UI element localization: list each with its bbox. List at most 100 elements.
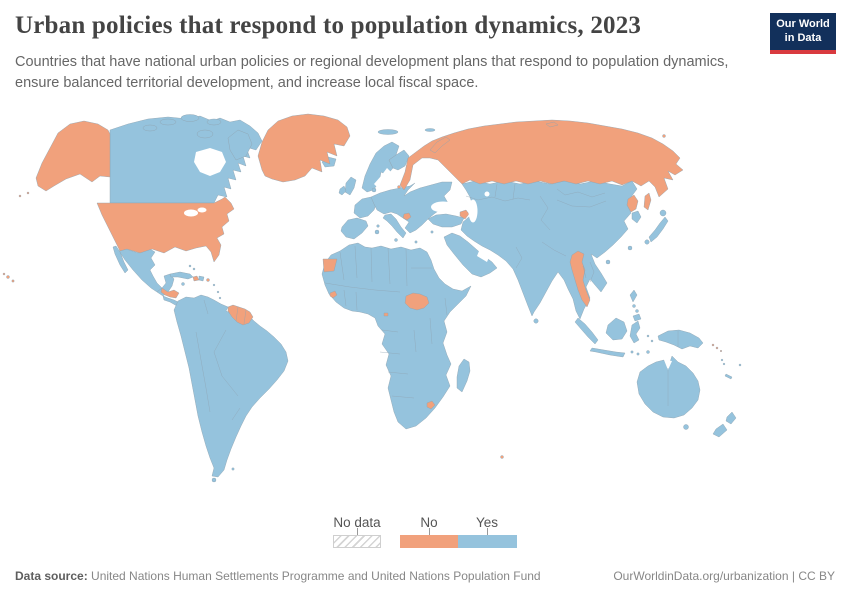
map-country-solomon-islands[interactable] <box>719 349 723 353</box>
map-bahamas[interactable] <box>192 267 196 271</box>
map-country-usa[interactable] <box>96 196 235 263</box>
map-africa[interactable] <box>321 242 472 430</box>
map-country-turkey[interactable] <box>427 213 465 228</box>
map-country-taiwan[interactable] <box>627 245 633 251</box>
map-sulawesi[interactable] <box>629 320 641 344</box>
map-country-honduras[interactable] <box>160 287 180 299</box>
map-country-azerbaijan[interactable] <box>459 209 470 220</box>
map-lesser-antilles[interactable] <box>218 296 222 300</box>
map-country-ireland[interactable] <box>338 185 347 196</box>
map-guianas[interactable] <box>227 304 254 326</box>
map-country-united-kingdom[interactable] <box>344 176 357 196</box>
map-java[interactable] <box>589 347 626 358</box>
map-new-zealand-south[interactable] <box>712 423 728 438</box>
map-country-france[interactable] <box>353 196 378 219</box>
map-russia-novaya-zemlya[interactable] <box>429 136 451 154</box>
map-aleutians[interactable] <box>18 194 22 198</box>
map-falkland-islands[interactable] <box>231 467 235 471</box>
map-lesser-sunda[interactable] <box>636 352 640 356</box>
map-philippines-luzon[interactable] <box>629 289 638 303</box>
map-lesser-sunda[interactable] <box>630 350 634 354</box>
map-lesser-antilles[interactable] <box>212 283 216 287</box>
map-aleutians[interactable] <box>26 191 30 195</box>
map-country-usa-alaska[interactable] <box>35 120 111 192</box>
map-philippines-mindanao[interactable] <box>632 313 642 322</box>
map-corsica[interactable] <box>376 224 380 228</box>
legend-swatch-no-data[interactable] <box>333 535 381 548</box>
map-country-russia[interactable] <box>399 119 684 198</box>
map-canada-arctic-island[interactable] <box>159 118 177 126</box>
legend-swatch-yes[interactable] <box>458 535 517 548</box>
legend-swatch-no[interactable] <box>400 535 458 548</box>
map-new-zealand-north[interactable] <box>725 411 737 425</box>
map-sardinia[interactable] <box>374 229 380 235</box>
map-south-america[interactable] <box>173 294 289 478</box>
map-new-guinea[interactable] <box>657 329 704 350</box>
map-country-greenland[interactable] <box>257 113 351 183</box>
map-moluccas[interactable] <box>650 339 654 343</box>
map-japan-kyushu[interactable] <box>644 239 650 245</box>
map-country-solomon-islands[interactable] <box>715 346 719 350</box>
map-vanuatu[interactable] <box>722 362 726 366</box>
map-country-north-korea[interactable] <box>626 194 639 213</box>
map-country-central-african-republic[interactable] <box>404 292 430 311</box>
map-hawaii[interactable] <box>6 275 10 279</box>
map-moluccas[interactable] <box>646 334 650 338</box>
map-hawaii[interactable] <box>11 279 15 283</box>
map-sumatra[interactable] <box>574 317 599 345</box>
map-bahamas[interactable] <box>188 264 192 268</box>
map-country-haiti[interactable] <box>192 275 200 282</box>
map-country-puerto-rico[interactable] <box>206 278 210 282</box>
map-country-equatorial-guinea[interactable] <box>383 312 389 317</box>
map-japan-honshu[interactable] <box>648 216 669 243</box>
map-canada-baffin-island[interactable] <box>227 129 253 161</box>
map-philippines[interactable] <box>635 309 639 313</box>
map-country-denmark[interactable] <box>371 187 377 193</box>
map-vanuatu[interactable] <box>720 358 724 362</box>
map-japan-hokkaido[interactable] <box>659 209 667 217</box>
map-country-solomon-islands[interactable] <box>711 343 715 347</box>
map-country-jamaica[interactable] <box>181 282 185 286</box>
map-russia-wrangel[interactable] <box>662 134 666 138</box>
map-new-caledonia[interactable] <box>724 373 733 380</box>
map-iberia[interactable] <box>340 217 369 240</box>
map-crete[interactable] <box>414 240 418 244</box>
map-hawaii[interactable] <box>2 272 6 276</box>
map-country-south-korea[interactable] <box>631 210 642 224</box>
map-timor[interactable] <box>646 350 650 354</box>
map-russia-kaliningrad[interactable] <box>397 185 401 189</box>
map-hainan[interactable] <box>605 259 611 265</box>
map-country-north-macedonia[interactable] <box>402 212 412 221</box>
map-country-finland[interactable] <box>388 149 410 171</box>
map-country-myanmar[interactable] <box>569 250 591 308</box>
map-asia-mainland[interactable] <box>460 180 638 320</box>
map-sicily[interactable] <box>394 238 398 242</box>
footer-link[interactable]: OurWorldinData.org/urbanization | CC BY <box>613 569 835 583</box>
map-canada-arctic-island[interactable] <box>180 114 200 122</box>
map-country-cuba[interactable] <box>169 271 194 280</box>
map-arabia[interactable] <box>443 232 498 278</box>
map-country-italy[interactable] <box>382 213 407 239</box>
map-western-sahara[interactable] <box>322 258 338 273</box>
map-tasmania[interactable] <box>683 424 689 430</box>
map-canada-victoria-island[interactable] <box>196 129 214 139</box>
map-svalbard[interactable] <box>424 128 436 132</box>
map-cyprus[interactable] <box>430 230 434 234</box>
map-country-mauritius[interactable] <box>500 455 504 459</box>
map-borneo[interactable] <box>605 317 628 341</box>
map-canada-arctic-island[interactable] <box>142 124 158 132</box>
map-russia-sakhalin[interactable] <box>643 192 652 211</box>
map-lesser-antilles[interactable] <box>216 290 220 294</box>
map-canada-arctic-island[interactable] <box>206 118 222 126</box>
map-country-dominican-republic[interactable] <box>198 275 205 282</box>
map-country-sri-lanka[interactable] <box>533 318 539 324</box>
map-fiji[interactable] <box>738 363 742 367</box>
map-philippines[interactable] <box>632 304 636 308</box>
map-country-lesotho[interactable] <box>426 400 436 410</box>
map-svalbard[interactable] <box>377 129 399 135</box>
map-tierra-del-fuego[interactable] <box>211 477 217 483</box>
map-country-sierra-leone[interactable] <box>329 290 338 299</box>
map-russia-severnaya[interactable] <box>545 121 559 128</box>
map-country-canada[interactable] <box>109 115 263 204</box>
map-mexico-baja[interactable] <box>112 245 129 274</box>
